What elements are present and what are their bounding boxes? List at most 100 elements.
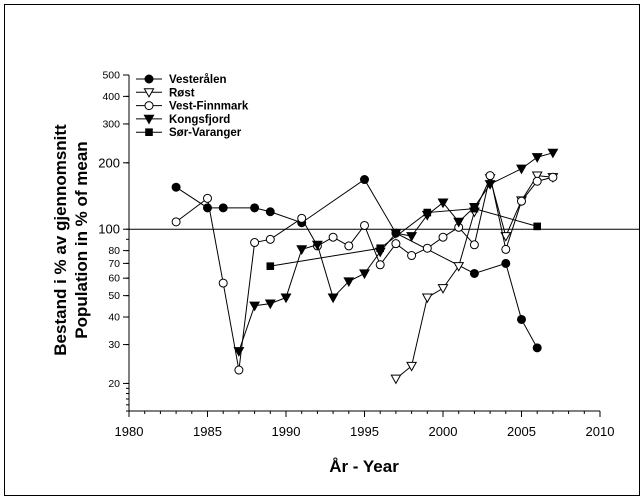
x-tick-label: 1995	[350, 424, 379, 439]
y-tick-label: 60	[108, 273, 120, 285]
outer-border	[4, 4, 640, 496]
data-point-rost	[453, 262, 465, 272]
data-point-rost	[531, 171, 543, 182]
data-point-vesteralen	[203, 203, 212, 213]
data-point-rost	[406, 361, 418, 372]
y-tick-label: 400	[102, 91, 120, 103]
data-point-vest-finnmark	[360, 220, 369, 230]
x-tick-label: 1985	[193, 424, 222, 439]
data-point-sor-varanger	[376, 244, 384, 253]
y-axis-label-line1: Bestand i % av gjennomsnitt	[51, 124, 70, 356]
legend-marker	[144, 101, 154, 111]
y-tick-label: 80	[108, 245, 120, 257]
data-point-vest-finnmark	[517, 196, 526, 206]
data-point-kongsfjord	[437, 198, 449, 209]
data-point-vest-finnmark	[265, 234, 275, 244]
y-tick-label: 50	[108, 290, 120, 302]
data-point-vest-finnmark	[501, 244, 511, 254]
data-point-vest-finnmark	[438, 232, 448, 242]
y-axis-label-line2: Population in % of mean	[72, 141, 91, 338]
x-tick-label: 2005	[507, 424, 536, 439]
y-tick-label: 100	[98, 222, 120, 237]
data-point-sor-varanger	[533, 222, 541, 231]
legend-item-kongsfjord: Kongsfjord	[136, 114, 230, 126]
legend-label: Vesterålen	[169, 74, 227, 86]
data-point-kongsfjord	[296, 245, 308, 256]
data-point-vesteralen	[469, 268, 479, 278]
data-point-vesteralen	[501, 258, 511, 268]
legend-marker	[145, 128, 153, 136]
data-point-sor-varanger	[423, 208, 432, 217]
plot-area: 1980 1985 1990 1995 2000 2005 2010 20 30 40 50 60 70…	[98, 70, 640, 439]
data-point-kongsfjord	[264, 299, 276, 310]
data-point-vest-finnmark	[422, 243, 432, 253]
data-point-vesteralen	[218, 203, 228, 213]
y-tick-label: 300	[102, 118, 120, 130]
data-point-vesteralen	[517, 314, 526, 324]
data-point-kongsfjord	[390, 229, 402, 239]
data-point-vest-finnmark	[391, 239, 401, 249]
data-point-vesteralen	[250, 203, 260, 213]
data-point-vest-finnmark	[548, 172, 558, 182]
data-point-vesteralen	[265, 207, 275, 217]
y-axis-label-group: Bestand i % av gjennomsnitt Population i…	[51, 124, 91, 356]
data-point-kongsfjord	[547, 148, 559, 159]
x-tick-label: 2000	[429, 424, 458, 439]
data-point-kongsfjord	[343, 277, 355, 288]
y-tick-label: 20	[108, 378, 120, 390]
data-point-kongsfjord	[453, 217, 465, 228]
legend-item-sor-varanger: Sør-Varanger	[136, 127, 242, 139]
legend-item-vesteralen: Vesterålen	[136, 74, 227, 86]
data-point-rost	[437, 284, 449, 294]
data-point-vesteralen	[171, 182, 181, 192]
data-point-vest-finnmark	[328, 232, 338, 242]
data-point-kongsfjord	[516, 164, 527, 175]
data-point-sor-varanger	[470, 204, 479, 213]
data-point-kongsfjord	[249, 301, 261, 312]
legend-marker	[143, 88, 155, 98]
x-tick-label: 1990	[272, 424, 301, 439]
data-point-vest-finnmark	[250, 238, 260, 248]
data-point-vest-finnmark	[469, 240, 479, 250]
data-point-sor-varanger	[266, 262, 275, 270]
x-tick-label: 1980	[115, 424, 144, 439]
legend-label: Sør-Varanger	[169, 127, 242, 139]
y-tick-label: 30	[108, 339, 120, 351]
legend-item-rost: Røst	[136, 87, 195, 99]
y-tick-label: 200	[98, 155, 120, 170]
y-tick-label: 70	[108, 258, 120, 270]
y-tick-label: 500	[102, 70, 120, 82]
data-point-vest-finnmark	[375, 260, 385, 270]
data-point-kongsfjord	[531, 153, 543, 163]
data-point-vest-finnmark	[218, 278, 228, 288]
data-point-vest-finnmark	[171, 217, 181, 227]
data-point-vest-finnmark	[234, 365, 244, 375]
y-tick-label: 40	[108, 312, 120, 324]
data-point-kongsfjord	[327, 293, 339, 304]
x-axis-label: År - Year	[329, 457, 399, 476]
data-point-vest-finnmark	[344, 241, 354, 251]
series-sor-varanger	[266, 204, 541, 270]
data-point-vest-finnmark	[485, 171, 495, 181]
data-point-kongsfjord	[311, 240, 323, 251]
data-point-vest-finnmark	[203, 193, 212, 203]
data-point-rost	[390, 374, 402, 385]
data-point-vesteralen	[360, 175, 369, 185]
data-point-vest-finnmark	[297, 213, 307, 223]
data-point-vest-finnmark	[532, 176, 542, 186]
legend-label: Vest-Finnmark	[169, 101, 249, 113]
data-point-vesteralen	[532, 343, 542, 353]
data-point-kongsfjord	[484, 180, 496, 190]
data-point-kongsfjord	[406, 232, 418, 242]
data-point-kongsfjord	[280, 293, 292, 304]
x-tick-label: 2010	[586, 424, 615, 439]
series-vesteralen	[171, 175, 542, 353]
data-point-vest-finnmark	[407, 251, 417, 261]
data-point-rost	[421, 293, 433, 304]
legend-item-vest-finnmark: Vest-Finnmark	[136, 101, 249, 113]
data-point-kongsfjord	[359, 269, 370, 280]
series-vest-finnmark	[171, 171, 558, 375]
legend-label: Røst	[169, 87, 195, 99]
